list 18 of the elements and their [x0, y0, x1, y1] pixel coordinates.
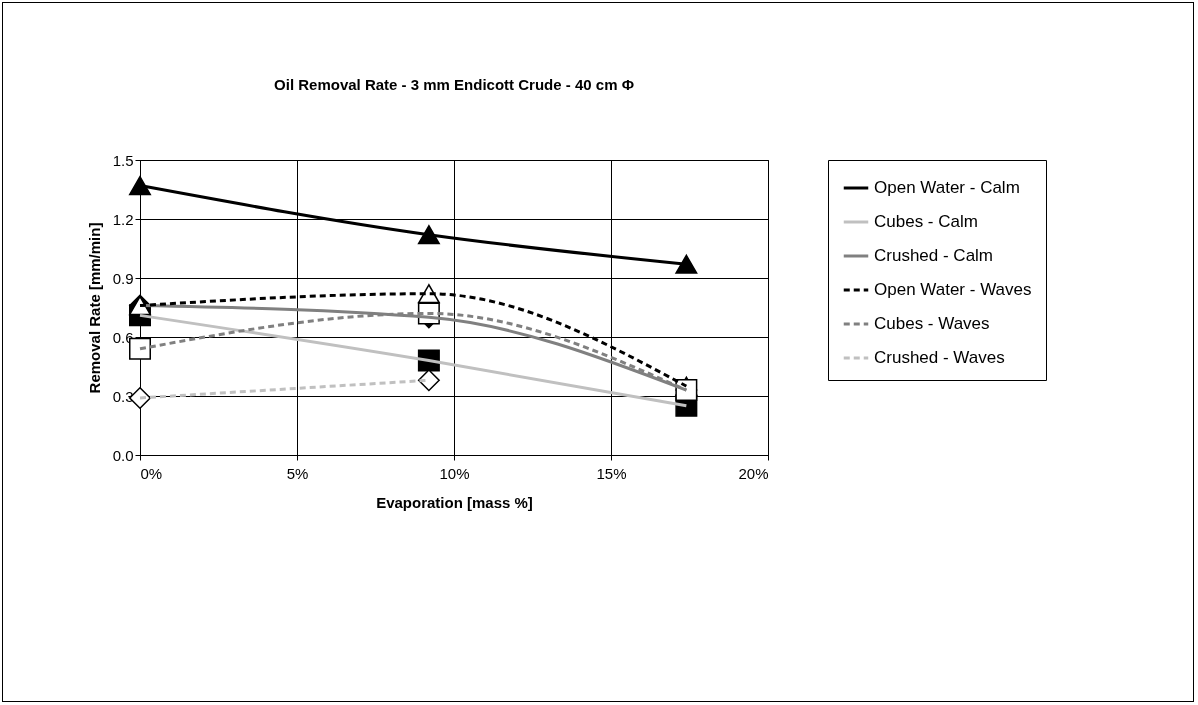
x-tick-label: 15%: [596, 464, 627, 482]
y-tick-label: 1.2: [112, 210, 134, 228]
x-tick-label: 5%: [286, 464, 309, 482]
legend-label: Cubes - Calm: [874, 212, 978, 231]
x-tick-label: 10%: [439, 464, 470, 482]
chart-title: Oil Removal Rate - 3 mm Endicott Crude - 40 cm Φ: [274, 76, 634, 93]
y-axis-title: Removal Rate [mm/min]: [85, 222, 103, 394]
legend-label: Cubes - Waves: [874, 314, 990, 333]
x-tick-label: 0%: [140, 464, 163, 482]
y-tick-label: 0.0: [112, 446, 134, 464]
x-tick-label: 20%: [738, 464, 769, 482]
legend-label: Crushed - Calm: [874, 246, 994, 265]
legend-label: Open Water - Calm: [874, 178, 1020, 197]
y-tick-label: 0.9: [112, 269, 134, 287]
legend-label: Crushed - Waves: [874, 348, 1005, 367]
x-axis-title: Evaporation [mass %]: [376, 493, 533, 511]
legend-label: Open Water - Waves: [874, 280, 1032, 299]
y-tick-label: 1.5: [112, 151, 134, 169]
